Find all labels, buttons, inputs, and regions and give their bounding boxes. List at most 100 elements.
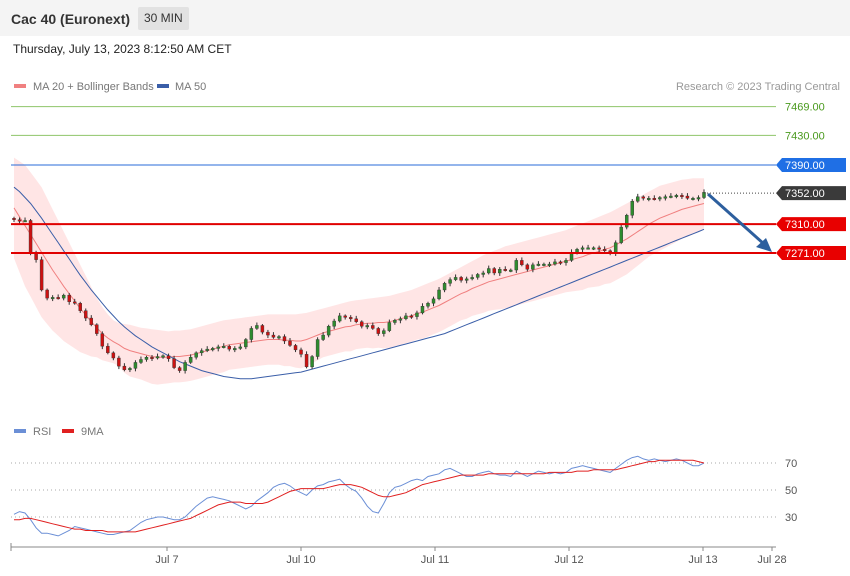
candle [266, 329, 270, 339]
candle-body [337, 315, 342, 322]
candle [161, 354, 165, 359]
ma50-line [13, 186, 705, 380]
candle-body [597, 247, 601, 250]
rsi-ma-legend-label: 9MA [81, 426, 104, 438]
candle [89, 315, 93, 327]
candle [188, 354, 193, 364]
candle [222, 343, 226, 349]
candle-body [144, 357, 149, 360]
candle [382, 328, 386, 337]
candle-body [426, 303, 430, 307]
candle [404, 312, 408, 321]
candle-body [393, 320, 397, 323]
ma20-legend-swatch [14, 84, 26, 88]
candle [293, 343, 298, 353]
candle-body [680, 195, 684, 198]
candle [464, 276, 469, 284]
x-tick-label: Jul 12 [554, 554, 583, 566]
candle-body [630, 201, 634, 216]
candle [56, 294, 60, 300]
price-panel [12, 157, 706, 385]
candle [337, 312, 342, 323]
candle-body [282, 336, 287, 342]
candle [426, 301, 430, 309]
rsi-panel: 30 50 70 [11, 455, 797, 537]
level-label: 7469.00 [785, 102, 825, 114]
candle [128, 366, 132, 373]
candle [277, 335, 281, 340]
candle-body [613, 242, 618, 254]
ma50-legend-label: MA 50 [175, 81, 206, 93]
candle [586, 244, 590, 250]
level-label: 7310.00 [785, 219, 825, 231]
candle [492, 267, 496, 276]
candle [205, 346, 209, 353]
ma20-legend-label: MA 20 + Bollinger Bands [33, 81, 154, 93]
candle [459, 275, 463, 283]
candle-body [641, 196, 645, 199]
candle-body [222, 345, 226, 348]
level-label: 7271.00 [785, 248, 825, 260]
candle [23, 217, 27, 223]
candle-body [139, 359, 143, 363]
candle [409, 314, 414, 319]
candle [591, 246, 596, 251]
candle-body [531, 264, 535, 270]
candle-body [376, 328, 381, 334]
candle-body [56, 297, 60, 300]
candle [233, 346, 237, 353]
candle [696, 195, 701, 202]
candle [67, 292, 71, 305]
candle-body [553, 261, 557, 265]
candle [652, 195, 657, 201]
candle-body [492, 268, 496, 274]
candle [166, 353, 171, 362]
level-tag [776, 186, 846, 201]
candle-body [17, 219, 22, 222]
candle-body [481, 272, 485, 275]
candle [376, 326, 381, 336]
candle-body [28, 220, 33, 254]
candle-body [448, 279, 452, 284]
candle [442, 281, 447, 293]
candle [95, 323, 99, 336]
candle-body [625, 215, 629, 228]
candle [310, 355, 314, 370]
price-level-support: 7271.00 [11, 246, 846, 260]
candle-body [602, 249, 607, 252]
candle-body [211, 348, 215, 351]
candle-body [487, 268, 491, 274]
candle-body [78, 303, 82, 311]
timeframe-selector[interactable]: 30 MIN [138, 7, 189, 30]
candle-body [525, 264, 530, 270]
instrument-title: Cac 40 (Euronext) [11, 11, 131, 27]
candle-body [354, 318, 358, 322]
x-tick-label: Jul 28 [757, 554, 786, 566]
candle [332, 318, 336, 330]
candle-body [216, 346, 220, 349]
candle [580, 245, 585, 253]
candle [520, 257, 524, 267]
candle [249, 326, 254, 343]
candle [183, 360, 187, 374]
candle [509, 268, 513, 273]
forecast-arrow [707, 192, 772, 252]
candle-body [61, 294, 66, 299]
candle [702, 189, 706, 200]
candle-body [177, 367, 182, 371]
timestamp: Thursday, July 13, 2023 8:12:50 AM CET [13, 42, 232, 56]
candle-body [23, 220, 27, 223]
candle [658, 196, 662, 202]
price-level-support: 7310.00 [11, 217, 846, 232]
candle-body [702, 192, 706, 198]
candle [299, 347, 303, 358]
candle [61, 293, 66, 301]
candle [602, 246, 607, 253]
candle-body [321, 334, 325, 340]
candle-body [266, 331, 270, 336]
candle [398, 316, 403, 324]
candle-body [310, 356, 314, 368]
candle [669, 193, 673, 199]
candle [437, 287, 441, 301]
